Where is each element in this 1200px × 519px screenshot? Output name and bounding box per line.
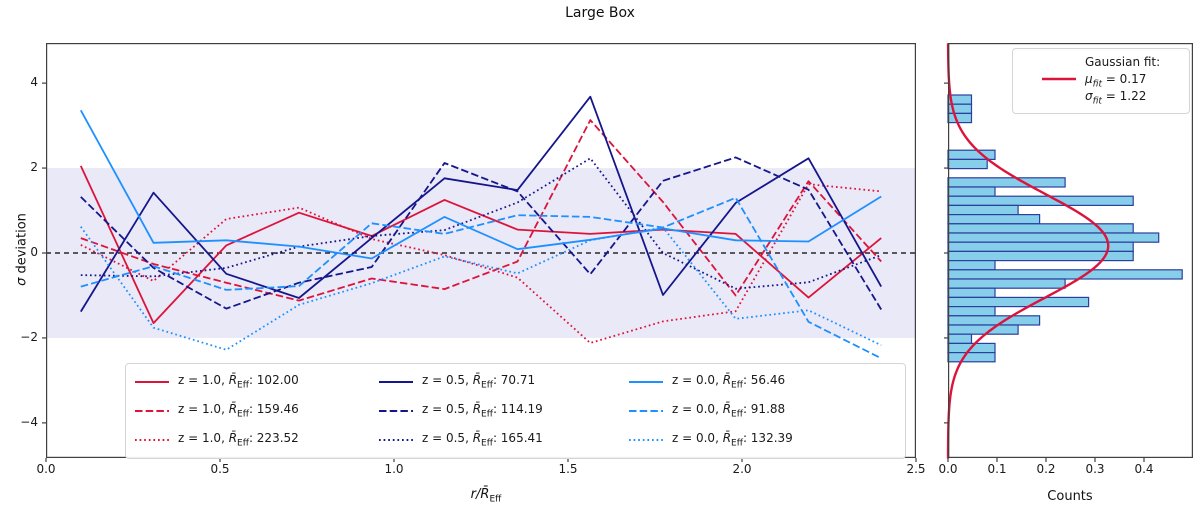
series-line-2 [80, 183, 882, 344]
main-plot-canvas [42, 43, 917, 462]
histogram-bar [947, 177, 1066, 188]
series-line-6 [80, 109, 882, 260]
legend-item-label: z = 0.0, R̄Eff: 56.46 [672, 373, 786, 391]
series-line-0 [79, 165, 882, 325]
legend-item: z = 0.0, R̄Eff: 132.39 [628, 430, 793, 450]
gaussian-legend-title: Gaussian fit: [1085, 55, 1161, 69]
histogram-bar [947, 241, 1134, 252]
histogram-bar [947, 278, 1066, 289]
figure-title: Large Box [565, 5, 635, 21]
legend-item: z = 0.5, R̄Eff: 114.19 [378, 401, 543, 421]
gaussian-legend-mu: μfit = 0.17 [1085, 72, 1147, 90]
x-tick-label: 1.0 [384, 462, 404, 476]
y-tick-label: 4 [30, 75, 38, 90]
histogram-bar [947, 186, 996, 197]
histogram-bar [947, 296, 1090, 308]
legend-line-sample [379, 410, 413, 412]
histogram-bar [947, 112, 973, 124]
legend-item-label: z = 1.0, R̄Eff: 159.46 [178, 402, 299, 420]
histogram-bar [947, 260, 996, 271]
legend-line-sample [379, 439, 413, 441]
y-tick-label: 2 [30, 160, 38, 175]
series-line-4 [80, 156, 882, 310]
x-axis-label: r/R̄Eff [470, 487, 502, 505]
legend-item-label: z = 0.5, R̄Eff: 165.41 [422, 431, 543, 449]
legend-line-sample [629, 439, 663, 441]
y-tick-label: −4 [20, 414, 38, 429]
histogram-bar [947, 232, 1160, 243]
series-line-1 [80, 119, 882, 302]
histogram-bar [947, 269, 1183, 280]
x-tick-label: 1.5 [558, 462, 578, 476]
legend-item: z = 0.0, R̄Eff: 56.46 [628, 372, 785, 392]
histogram-bar [947, 204, 1019, 216]
histogram-bar [947, 324, 1019, 335]
legend-item: z = 1.0, R̄Eff: 223.52 [134, 430, 299, 450]
legend-item-label: z = 0.5, R̄Eff: 114.19 [422, 402, 543, 420]
legend-item-label: z = 1.0, R̄Eff: 102.00 [178, 373, 299, 391]
gaussian-curve [946, 43, 1110, 459]
y-tick-label: 0 [30, 245, 38, 259]
x-tick-label: 0.5 [210, 462, 230, 476]
legend-item: z = 1.0, R̄Eff: 159.46 [134, 401, 299, 421]
histogram-bar [947, 352, 996, 363]
legend-line-sample [629, 381, 663, 383]
series-line-3 [80, 95, 882, 313]
y-tick-label: −2 [20, 329, 38, 344]
x-tick-label: 2.5 [906, 462, 926, 476]
histogram-panel-canvas [944, 43, 1194, 462]
legend-item-label: z = 0.5, R̄Eff: 70.71 [422, 373, 536, 391]
x-tick-label: 2.0 [732, 462, 752, 476]
legend-line-sample [135, 439, 169, 441]
histogram-bar [947, 315, 1041, 326]
hist-x-tick-label: 0.2 [1036, 462, 1056, 476]
legend-line-sample [135, 410, 169, 412]
gaussian-legend-sigma: σfit = 1.22 [1085, 89, 1147, 107]
histogram-bar [947, 214, 1041, 225]
legend-item: z = 0.5, R̄Eff: 165.41 [378, 430, 543, 450]
legend-item: z = 0.0, R̄Eff: 91.88 [628, 401, 785, 421]
hist-x-tick-label: 0.4 [1134, 462, 1154, 476]
hist-x-tick-label: 0.1 [987, 462, 1007, 476]
legend-item-label: z = 1.0, R̄Eff: 223.52 [178, 431, 299, 449]
legend-item-label: z = 0.0, R̄Eff: 132.39 [672, 431, 793, 449]
hist-panel-border [948, 43, 1194, 458]
gaussian-legend-line-sample [1042, 77, 1076, 81]
counts-axis-label: Counts [1047, 489, 1093, 504]
series-line-5 [80, 157, 882, 290]
histogram-bar [947, 223, 1134, 234]
main-legend: z = 1.0, R̄Eff: 102.00 z = 1.0, R̄Eff: 15… [125, 363, 906, 459]
gaussian-fit-legend: Gaussian fit: μfit = 0.17 σfit = 1.22 [1012, 48, 1190, 114]
legend-item: z = 1.0, R̄Eff: 102.00 [134, 372, 299, 392]
series-line-8 [80, 226, 882, 351]
x-tick-label: 0.0 [36, 462, 56, 476]
histogram-bar [947, 195, 1134, 206]
legend-line-sample [379, 381, 413, 383]
legend-item-label: z = 0.0, R̄Eff: 91.88 [672, 402, 786, 420]
histogram-bar [947, 306, 996, 317]
hist-x-tick-label: 0.3 [1085, 462, 1105, 476]
legend-line-sample [629, 410, 663, 412]
hist-x-tick-label: 0.0 [938, 462, 958, 476]
legend-line-sample [135, 381, 169, 383]
series-line-7 [80, 196, 882, 360]
histogram-bar [947, 333, 973, 345]
legend-item: z = 0.5, R̄Eff: 70.71 [378, 372, 535, 392]
histogram-bar [947, 158, 988, 170]
histogram-bar [947, 287, 996, 298]
